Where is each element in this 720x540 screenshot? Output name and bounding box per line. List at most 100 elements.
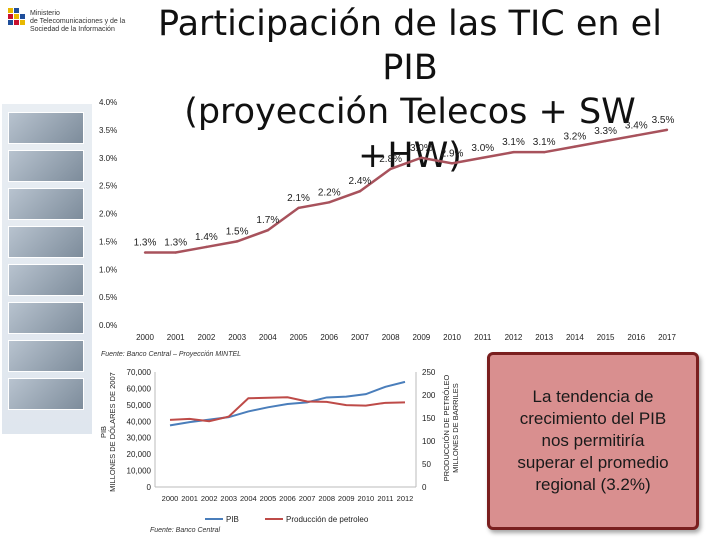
x-tick-label: 2006 <box>320 333 338 342</box>
x-tick-label: 2010 <box>357 494 374 503</box>
left-tick-label: 60,000 <box>127 384 152 393</box>
chart2-source: Fuente: Banco Central <box>150 527 221 534</box>
data-label: 3.2% <box>563 132 586 143</box>
tic-share-point <box>635 134 638 137</box>
right-tick-label: 50 <box>422 460 431 469</box>
right-tick-label: 150 <box>422 414 436 423</box>
left-axis-title: PIBMILLONES DE DÓLARES DE 2007 <box>99 372 117 492</box>
right-tick-label: 0 <box>422 483 427 492</box>
legend-label: Producción de petroleo <box>286 515 369 524</box>
x-tick-label: 2007 <box>299 494 316 503</box>
y-tick-label: 2.0% <box>99 210 117 219</box>
y-tick-label: 1.0% <box>99 265 117 274</box>
x-tick-label: 2014 <box>566 333 584 342</box>
series-line <box>169 396 406 423</box>
x-tick-label: 2008 <box>382 333 400 342</box>
tic-share-point <box>450 162 454 165</box>
tic-share-point <box>512 150 515 154</box>
chart1-source: Fuente: Banco Central – Proyección MINTE… <box>101 351 242 358</box>
slide-title: Participación de las TIC en el PIB (proy… <box>158 4 662 176</box>
y-tick-label: 3.0% <box>99 154 117 163</box>
x-tick-label: 2012 <box>397 494 414 503</box>
right-axis-title: PRODUCCIÓN DE PETRÓLEOMILLONES DE BARRIL… <box>442 374 460 481</box>
x-tick-label: 2005 <box>260 494 277 503</box>
right-tick-label: 200 <box>422 391 436 400</box>
photo-tile <box>8 302 84 334</box>
x-tick-label: 2011 <box>377 494 393 503</box>
ministry-logo-icon <box>8 8 25 25</box>
photo-tile <box>8 340 84 372</box>
x-tick-label: 2002 <box>201 494 218 503</box>
x-tick-label: 2002 <box>198 333 216 342</box>
tic-share-point <box>604 139 607 143</box>
left-axis-title-line: MILLONES DE DÓLARES DE 2007 <box>108 372 117 492</box>
x-tick-label: 2011 <box>474 333 492 342</box>
left-tick-label: 30,000 <box>127 434 152 443</box>
photo-tile <box>8 264 84 296</box>
tic-share-line-chart: 0.0% 0.5% 1.0% 1.5% 2.0% 2.5% 3.0% 3.5% 4.0% 2000… <box>99 98 676 342</box>
x-tick-label: 2009 <box>412 333 430 342</box>
tic-share-point <box>389 167 392 171</box>
x-tick-label: 2016 <box>627 333 645 342</box>
data-label: 3.4% <box>625 120 648 131</box>
photo-tile <box>8 112 84 144</box>
x-tick-label: 2012 <box>505 333 523 342</box>
tic-share-point <box>297 206 300 210</box>
data-label: 2.1% <box>287 193 310 204</box>
x-tick-label: 2003 <box>220 494 237 503</box>
data-label: 3.3% <box>594 126 617 137</box>
tic-share-point <box>328 201 331 204</box>
x-tick-label: 2000 <box>136 333 154 342</box>
y-tick-label: 2.5% <box>99 182 117 191</box>
data-label: 2.2% <box>318 187 341 198</box>
y-tick-label: 0.0% <box>99 321 117 330</box>
left-tick-label: 20,000 <box>127 450 152 459</box>
tic-share-point <box>358 190 362 193</box>
ministry-logo: Ministerio de Telecomunicaciones y de la… <box>6 6 136 40</box>
x-tick-label: 2008 <box>318 494 335 503</box>
y-tick-label: 4.0% <box>99 98 117 107</box>
x-tick-label: 2009 <box>338 494 355 503</box>
right-axis-title-line: MILLONES DE BARRILES <box>451 383 460 473</box>
tic-share-point <box>573 145 577 148</box>
right-axis-title-line: PRODUCCIÓN DE PETRÓLEO <box>442 374 451 481</box>
right-tick-label: 250 <box>422 368 436 377</box>
tic-share-point <box>174 251 177 254</box>
data-label: 1.4% <box>195 232 218 243</box>
x-tick-label: 2017 <box>658 333 676 342</box>
x-tick-label: 2006 <box>279 494 296 503</box>
data-label: 3.5% <box>652 115 675 126</box>
tic-share-point <box>420 156 423 159</box>
data-label: 2.9% <box>441 148 464 159</box>
data-label: 1.3% <box>134 238 157 249</box>
x-tick-label: 2001 <box>181 494 198 503</box>
x-tick-label: 2013 <box>535 333 553 342</box>
decorative-photo-strip <box>2 104 92 434</box>
data-label: 3.1% <box>502 137 525 148</box>
tic-share-point <box>266 229 270 232</box>
y-tick-label: 3.5% <box>99 126 117 135</box>
data-label: 2.4% <box>349 176 372 187</box>
data-label: 1.3% <box>164 238 187 249</box>
ministry-name: Ministerio de Telecomunicaciones y de la… <box>30 10 126 33</box>
tic-share-point <box>143 251 147 254</box>
x-tick-label: 2004 <box>259 333 277 342</box>
photo-tile <box>8 188 84 220</box>
left-tick-label: 40,000 <box>127 417 152 426</box>
x-tick-label: 2015 <box>597 333 615 342</box>
x-tick-label: 2005 <box>290 333 308 342</box>
right-tick-label: 100 <box>422 437 436 446</box>
tic-share-point <box>665 128 669 132</box>
left-tick-label: 50,000 <box>127 401 152 410</box>
series-line <box>169 380 406 427</box>
x-tick-label: 2003 <box>228 333 246 342</box>
photo-tile <box>8 378 84 410</box>
tic-share-point <box>481 156 484 159</box>
left-axis-title-line: PIB <box>99 426 108 438</box>
photo-tile <box>8 226 84 258</box>
tic-share-point <box>542 150 546 154</box>
photo-tile <box>8 150 84 182</box>
tic-share-series-line <box>145 128 668 254</box>
x-tick-label: 2000 <box>162 494 179 503</box>
